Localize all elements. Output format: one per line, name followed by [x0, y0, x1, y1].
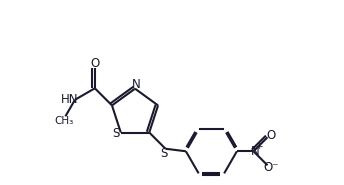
Text: +: + [255, 142, 263, 151]
Text: O⁻: O⁻ [263, 161, 279, 174]
Text: O: O [90, 57, 99, 70]
Text: N: N [132, 78, 141, 91]
Text: CH₃: CH₃ [54, 116, 74, 126]
Text: S: S [161, 147, 168, 160]
Text: N: N [251, 145, 260, 158]
Text: S: S [112, 127, 120, 140]
Text: HN: HN [61, 93, 78, 106]
Text: O: O [266, 129, 275, 142]
